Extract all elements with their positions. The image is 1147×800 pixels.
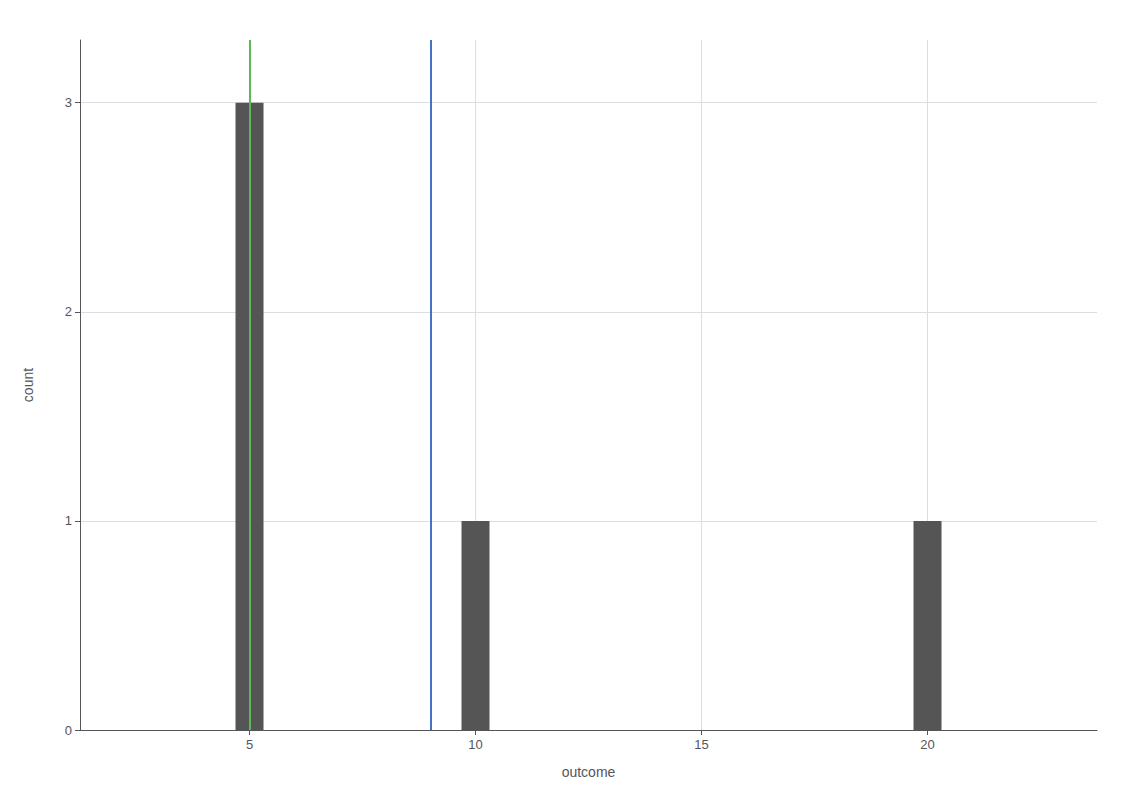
svg-text:15: 15 bbox=[694, 737, 708, 752]
svg-text:20: 20 bbox=[920, 737, 934, 752]
svg-text:3: 3 bbox=[65, 95, 72, 110]
svg-text:2: 2 bbox=[65, 304, 72, 319]
svg-text:outcome: outcome bbox=[562, 764, 616, 780]
svg-text:10: 10 bbox=[468, 737, 482, 752]
svg-text:count: count bbox=[20, 368, 36, 402]
svg-text:5: 5 bbox=[246, 737, 253, 752]
svg-text:0: 0 bbox=[65, 723, 72, 738]
svg-text:1: 1 bbox=[65, 513, 72, 528]
